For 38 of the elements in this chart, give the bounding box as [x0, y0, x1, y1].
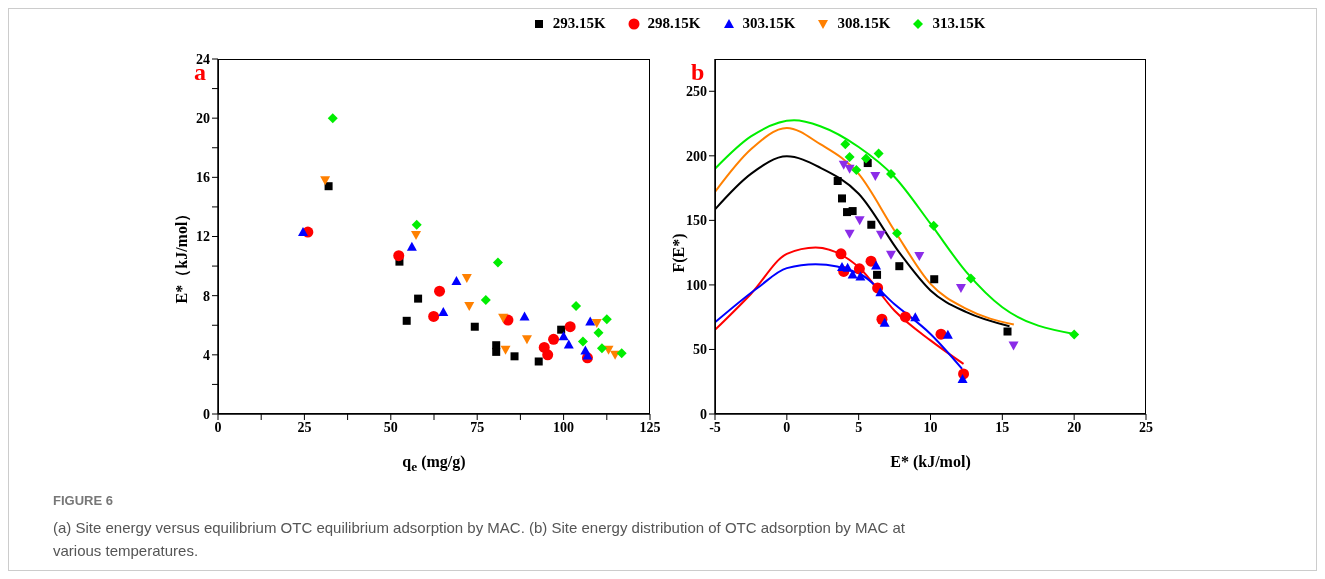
y-axis-title: F(E*): [670, 233, 687, 273]
text: b: [691, 59, 705, 86]
y-tick-label: 50: [693, 342, 707, 358]
y-tick-label: 200: [686, 148, 707, 164]
x-tick-label: 10: [923, 419, 938, 435]
x-tick-label: -5: [709, 419, 721, 435]
x-tick-label: 15: [995, 419, 1010, 435]
x-tick-label: 25: [297, 419, 312, 435]
x-tick-label: 0: [214, 419, 222, 435]
x-tick-label: 75: [470, 419, 485, 435]
y-tick-label: 0: [700, 406, 707, 422]
legend-label: 313.15K: [932, 15, 986, 32]
legend-label: 308.15K: [837, 15, 891, 32]
y-tick-label: 20: [196, 111, 210, 127]
x-tick-label: 100: [553, 419, 575, 435]
y-tick-label: 150: [686, 213, 707, 229]
y-axis-title: E*（kJ/mol）: [171, 204, 191, 306]
legend-label: 303.15K: [742, 15, 796, 32]
caption: FIGURE 6: [53, 492, 114, 510]
x-tick-label: 50: [383, 419, 398, 435]
text: (a) Site energy versus equilibrium OTC equilibrium adsorption by MAC. (b) Site energy distribution of OTC adsorption by MAC at various temperatures.: [53, 518, 906, 561]
legend-label: 293.15K: [552, 15, 606, 32]
y-tick-label: 12: [196, 229, 210, 245]
y-tick-label: 0: [203, 406, 210, 422]
y-tick-label: 24: [196, 51, 210, 67]
y-tick-label: 4: [203, 347, 210, 363]
y-tick-label: 8: [203, 288, 210, 304]
y-tick-label: 16: [196, 170, 210, 186]
x-axis-title: q$_{e}$ (mg/g): [401, 453, 467, 476]
x-tick-label: 0: [783, 419, 791, 435]
x-tick-label: 25: [1139, 419, 1153, 435]
x-axis-title: E* (kJ/mol): [889, 453, 972, 471]
y-tick-label: 250: [686, 84, 707, 100]
x-tick-label: 5: [855, 419, 863, 435]
x-tick-label: 125: [639, 419, 661, 435]
legend-label: 298.15K: [647, 15, 701, 32]
y-tick-label: 100: [686, 277, 707, 293]
x-tick-label: 20: [1067, 419, 1082, 435]
